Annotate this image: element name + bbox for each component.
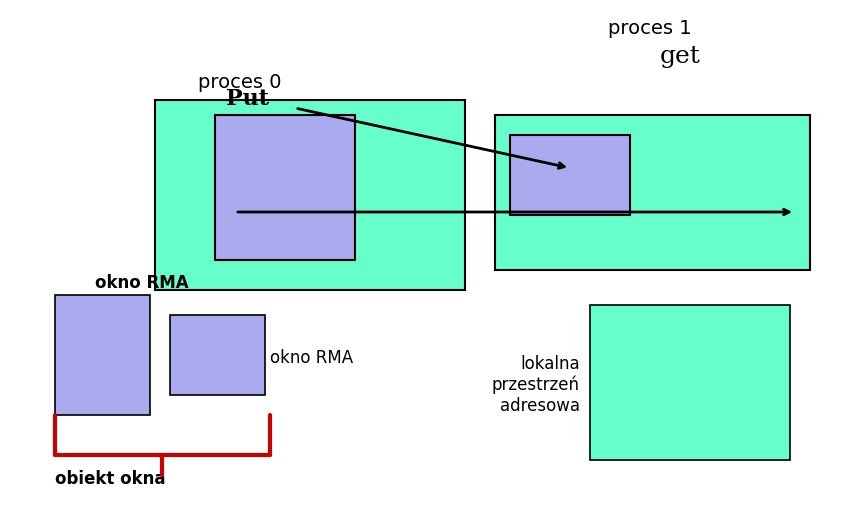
Bar (55, 295, 150, 415)
Bar (590, 305, 790, 460)
Bar (155, 100, 465, 290)
Bar (170, 315, 265, 395)
Text: okno RMA: okno RMA (95, 274, 189, 292)
Bar (215, 115, 355, 260)
Bar (510, 135, 630, 215)
Text: proces 1: proces 1 (608, 19, 692, 38)
Text: lokalna
przestrzeń
adresowa: lokalna przestrzeń adresowa (492, 355, 580, 415)
Text: obiekt okna: obiekt okna (55, 470, 166, 488)
Text: Put: Put (226, 88, 269, 110)
Text: get: get (659, 45, 701, 68)
Text: okno RMA: okno RMA (270, 349, 353, 367)
Text: proces 0: proces 0 (198, 73, 281, 92)
Bar (495, 115, 810, 270)
